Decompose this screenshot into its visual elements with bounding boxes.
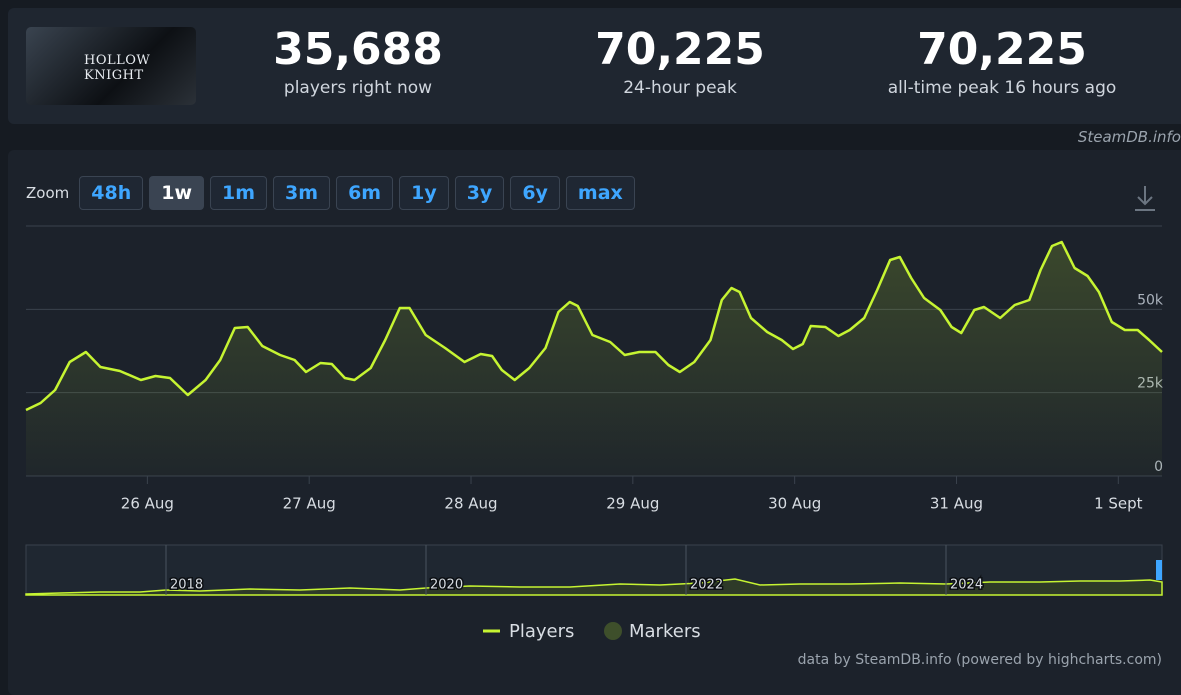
x-tick-label: 26 Aug [121, 495, 174, 513]
x-tick-label: 31 Aug [930, 495, 983, 513]
stat-value: 35,688 [273, 24, 443, 75]
legend-label: Markers [629, 621, 701, 642]
stat-value: 70,225 [595, 24, 765, 75]
x-tick-label: 27 Aug [283, 495, 336, 513]
navigator-label: 2018 [170, 578, 203, 593]
navigator-label: 2020 [430, 578, 463, 593]
navigator-label: 2024 [950, 578, 983, 593]
zoom-bar: Zoom 48h 1w 1m 3m 6m 1y 3y 6y max [26, 176, 635, 210]
stat-label: 24-hour peak [623, 78, 737, 98]
zoom-button[interactable]: 48h [79, 176, 144, 210]
source-note[interactable]: SteamDB.info [1077, 128, 1181, 146]
zoom-button[interactable]: 6y [510, 176, 560, 210]
navigator-label: 2022 [690, 578, 723, 593]
stats-card: HOLLOW KNIGHT 35,688 players right now 70… [8, 8, 1181, 124]
stat-label: players right now [283, 78, 433, 98]
series-area [26, 242, 1162, 476]
stat: 70,225 24-hour peak [520, 22, 840, 98]
zoom-button[interactable]: 6m [336, 176, 394, 210]
series-line [25, 240, 1163, 412]
navigator-series [25, 578, 1163, 596]
y-tick-label: 50k [1137, 292, 1164, 308]
zoom-button[interactable]: 3m [273, 176, 331, 210]
logo-text: HOLLOW KNIGHT [84, 53, 151, 83]
zoom-button[interactable]: 3y [454, 176, 505, 210]
zoom-button[interactable]: 1w [149, 176, 204, 210]
navigator-label: 2024 [950, 578, 983, 593]
x-tick-label: 30 Aug [768, 495, 821, 513]
navigator-label: 2018 [170, 578, 203, 593]
game-logo: HOLLOW KNIGHT [26, 27, 196, 105]
navigator-label: 2020 [430, 578, 463, 593]
x-tick-label: 29 Aug [606, 495, 659, 513]
stat: 35,688 players right now [198, 22, 518, 98]
zoom-button[interactable]: 1m [210, 176, 268, 210]
legend-label[interactable]: Players [509, 621, 574, 642]
navigator-handle[interactable] [1156, 560, 1162, 580]
zoom-button[interactable]: max [565, 176, 635, 210]
zoom-label: Zoom [26, 184, 70, 202]
navigator-label: 2022 [690, 578, 723, 593]
legend-swatch [604, 622, 622, 640]
download-icon[interactable] [1135, 186, 1155, 211]
credits: data by SteamDB.info (powered by highcha… [798, 652, 1162, 668]
x-tick-label: 28 Aug [444, 495, 497, 513]
stat-value: 70,225 [917, 24, 1087, 75]
stat-label: all-time peak 16 hours ago [887, 78, 1117, 98]
stat: 70,225 all-time peak 16 hours ago [842, 22, 1162, 98]
zoom-button[interactable]: 1y [399, 176, 449, 210]
x-tick-label: 1 Sept [1094, 495, 1143, 513]
